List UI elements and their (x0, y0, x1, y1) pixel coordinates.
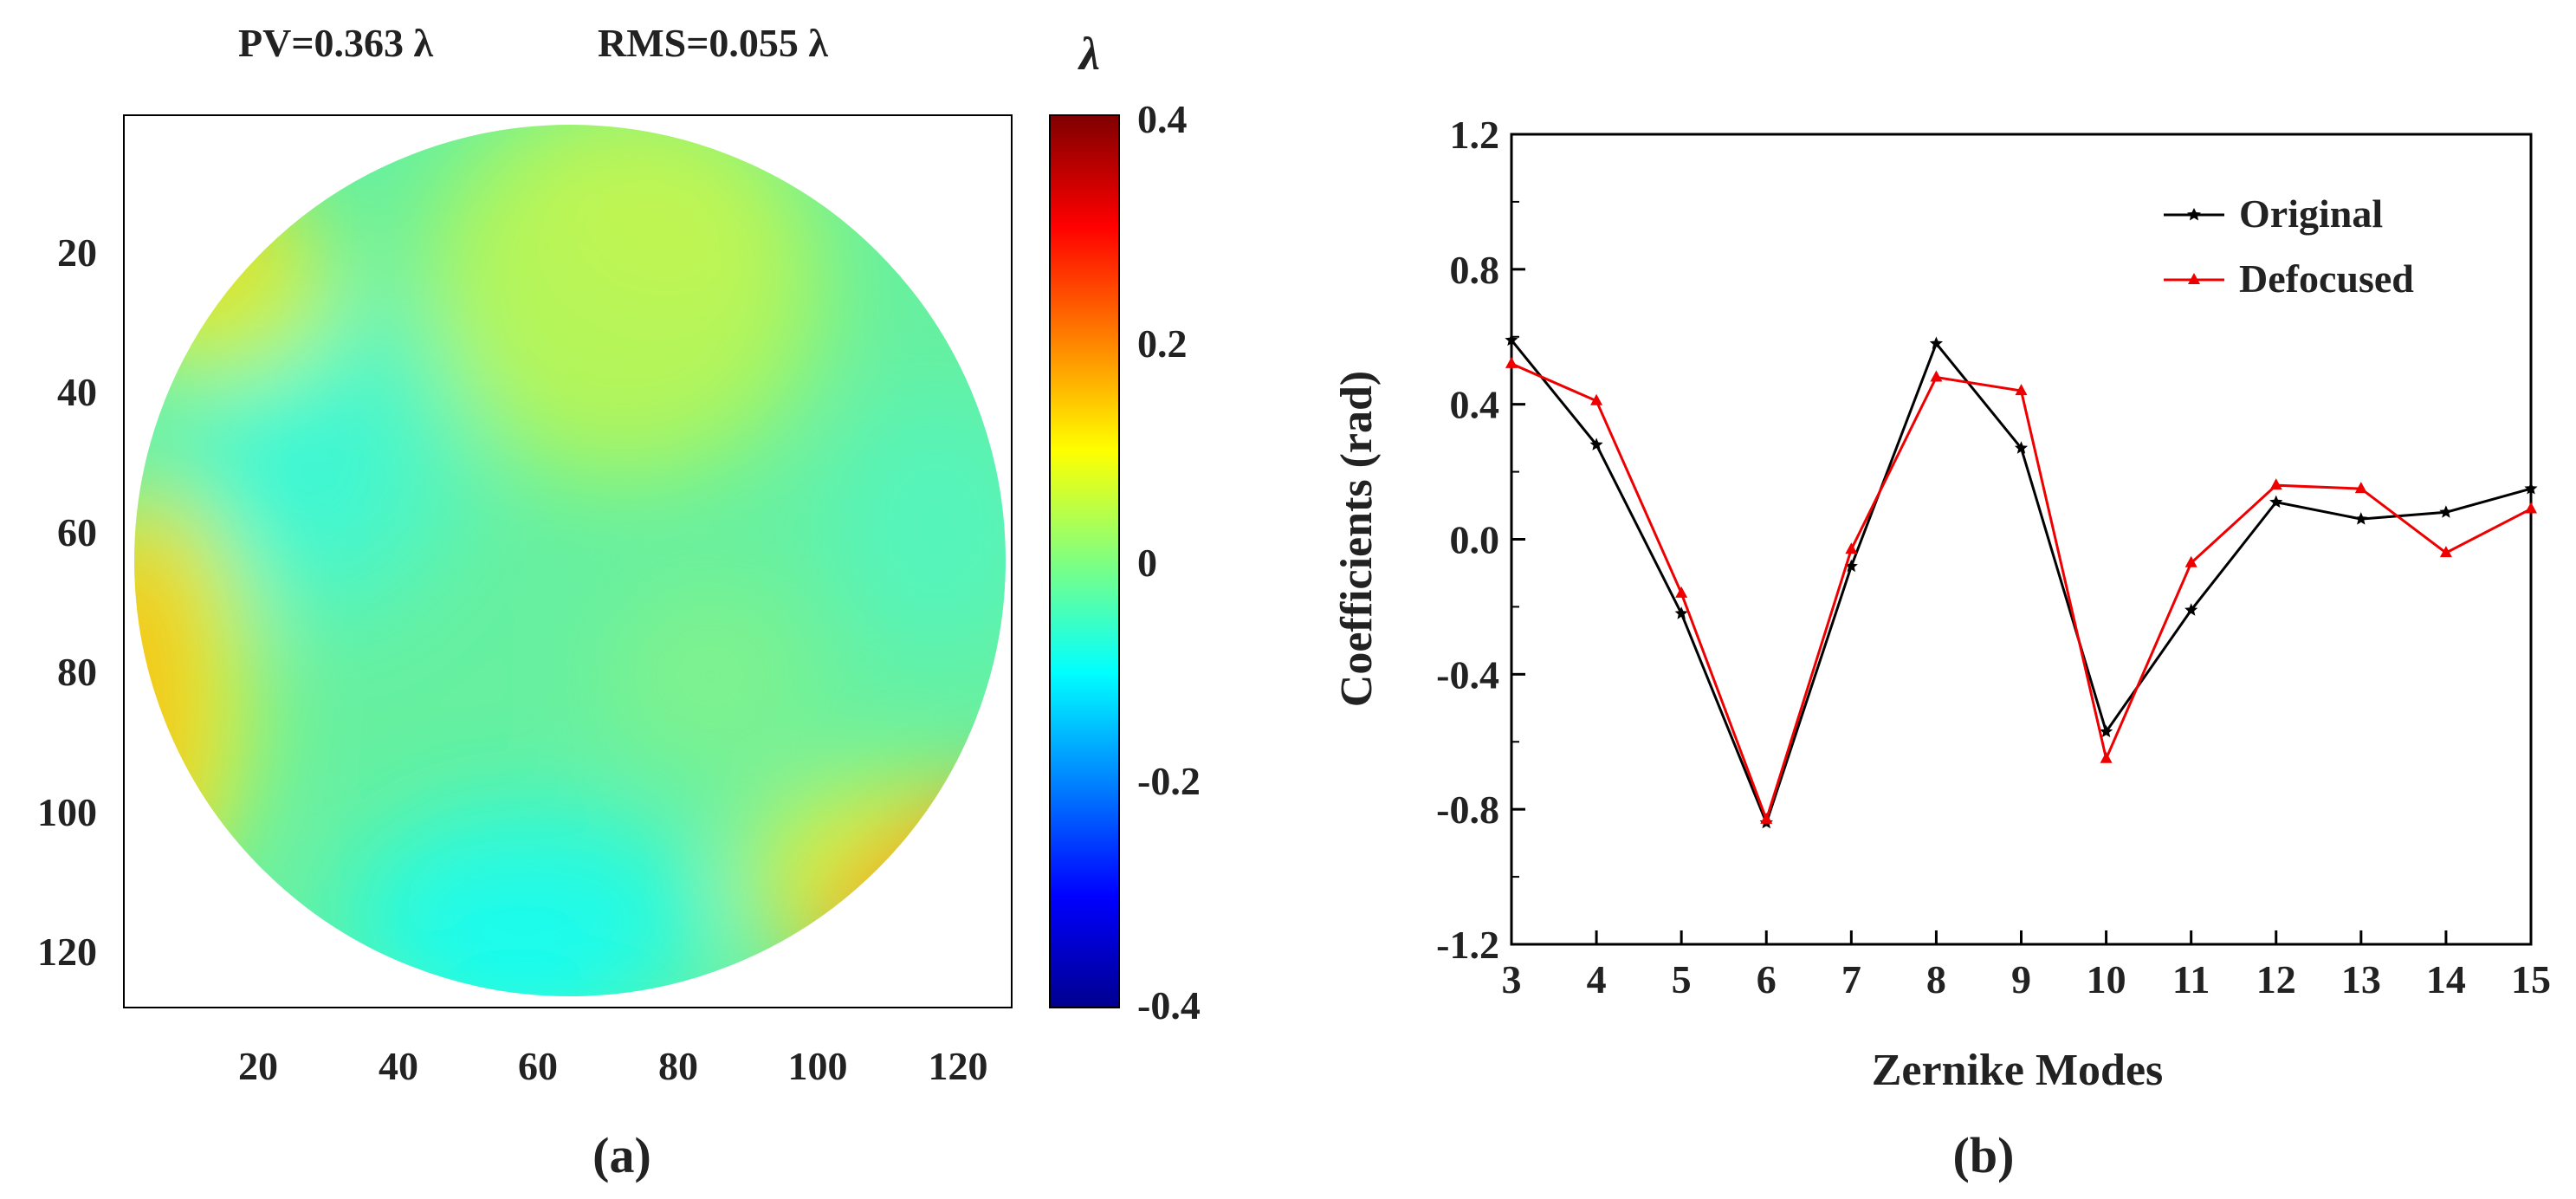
line-chart-x-axis: 3 4 5 6 7 8 9 10 11 12 13 14 15 (1502, 930, 2551, 1001)
rms-title: RMS=0.055 λ (598, 21, 828, 65)
x-tick-label: 120 (929, 1044, 988, 1088)
data-point-original (2014, 441, 2029, 454)
x-tick-label: 4 (1587, 957, 1607, 1001)
colorbar-tick-label: 0 (1137, 541, 1157, 585)
colorbar-tick-label: -0.4 (1137, 983, 1201, 1027)
data-point-original (2100, 724, 2113, 737)
y-tick-label: 60 (57, 510, 97, 554)
series-line-defocused (1511, 362, 2532, 824)
data-point-defocused (1845, 542, 1858, 554)
heatmap-y-axis: 20 40 60 80 100 120 (37, 230, 97, 974)
data-point-original (2269, 495, 2283, 509)
data-point-original (1844, 559, 1858, 573)
pv-title: PV=0.363 λ (238, 21, 434, 65)
data-point-defocused (2439, 546, 2452, 558)
panel-b: 1.2 0.8 0.4 0.0 -0.4 -0.8 -1.2 3 4 5 6 7 8 9 10 11 12 13… (1332, 113, 2551, 1183)
y-tick-label: -0.4 (1436, 652, 1499, 697)
x-tick-label: 14 (2426, 957, 2466, 1001)
data-point-original (2439, 505, 2453, 518)
x-tick-label: 9 (2011, 957, 2031, 1001)
y-tick-label: 20 (57, 230, 97, 275)
data-point-defocused (1675, 586, 1688, 598)
y-tick-label: 100 (37, 790, 97, 834)
x-tick-label: 6 (1757, 957, 1777, 1001)
y-tick-label: 80 (57, 650, 97, 694)
pupil-edge (131, 121, 1009, 1000)
colorbar-tick-label: 0.4 (1137, 97, 1188, 141)
data-point-defocused (2525, 502, 2537, 514)
data-point-defocused (2269, 478, 2282, 490)
data-point-defocused (2015, 384, 2028, 396)
heatmap-x-axis: 20 40 60 80 100 120 (238, 1044, 988, 1088)
legend-defocused-marker (2188, 273, 2200, 284)
legend-original-marker (2187, 208, 2201, 221)
data-point-defocused (1930, 370, 1943, 382)
x-tick-label: 8 (1926, 957, 1946, 1001)
y-tick-label: 1.2 (1450, 113, 1500, 157)
colorbar: λ 0.4 0.2 0 -0.2 -0.4 (1049, 28, 1201, 1027)
x-tick-label: 20 (238, 1044, 278, 1088)
series-line-original (1510, 339, 2532, 827)
line-chart-y-axis: 1.2 0.8 0.4 0.0 -0.4 -0.8 -1.2 (1436, 113, 1525, 967)
x-axis-title: Zernike Modes (1872, 1046, 2164, 1095)
y-tick-label: 0.8 (1450, 248, 1500, 292)
x-tick-label: 11 (2172, 957, 2210, 1001)
x-tick-label: 80 (658, 1044, 698, 1088)
y-tick-label: -0.8 (1436, 787, 1499, 832)
x-tick-label: 15 (2511, 957, 2551, 1001)
y-tick-label: 0.4 (1450, 383, 1500, 427)
x-tick-label: 10 (2087, 957, 2126, 1001)
legend-original-label: Original (2239, 191, 2383, 236)
colorbar-gradient (1049, 114, 1120, 1008)
line-chart-series (1505, 333, 2538, 829)
data-point-original (2184, 603, 2198, 616)
data-point-original (1505, 333, 1518, 347)
data-point-original (2354, 512, 2368, 525)
legend: Original Defocused (2164, 191, 2414, 301)
y-tick-label: 120 (37, 930, 97, 974)
data-point-defocused (1590, 393, 1603, 405)
x-tick-label: 7 (1841, 957, 1861, 1001)
data-point-original (1589, 437, 1603, 450)
data-point-defocused (2100, 751, 2113, 763)
y-tick-label: 0.0 (1450, 518, 1500, 562)
data-point-defocused (2184, 555, 2197, 567)
y-tick-label: 40 (57, 370, 97, 414)
x-tick-label: 13 (2341, 957, 2381, 1001)
colorbar-tick-label: 0.2 (1137, 321, 1188, 366)
x-tick-label: 100 (788, 1044, 848, 1088)
colorbar-tick-label: -0.2 (1137, 759, 1201, 803)
data-point-original (1929, 336, 1943, 349)
x-tick-label: 12 (2256, 957, 2296, 1001)
legend-defocused-label: Defocused (2239, 256, 2414, 301)
x-tick-label: 5 (1672, 957, 1692, 1001)
panel-b-caption: (b) (1953, 1127, 2015, 1183)
panel-a-caption: (a) (592, 1127, 651, 1183)
panel-a: PV=0.363 λ RMS=0.055 λ (37, 21, 1201, 1183)
x-tick-label: 40 (379, 1044, 418, 1088)
data-point-defocused (2354, 482, 2367, 494)
data-point-original (2524, 482, 2538, 495)
x-tick-label: 60 (518, 1044, 558, 1088)
x-tick-label: 3 (1502, 957, 1522, 1001)
data-point-defocused (1505, 356, 1518, 368)
data-point-defocused (1760, 812, 1773, 824)
colorbar-unit-label: λ (1078, 28, 1100, 80)
y-axis-title: Coefficients (rad) (1332, 371, 1382, 707)
y-tick-label: -1.2 (1436, 923, 1499, 967)
data-point-original (1674, 606, 1688, 619)
